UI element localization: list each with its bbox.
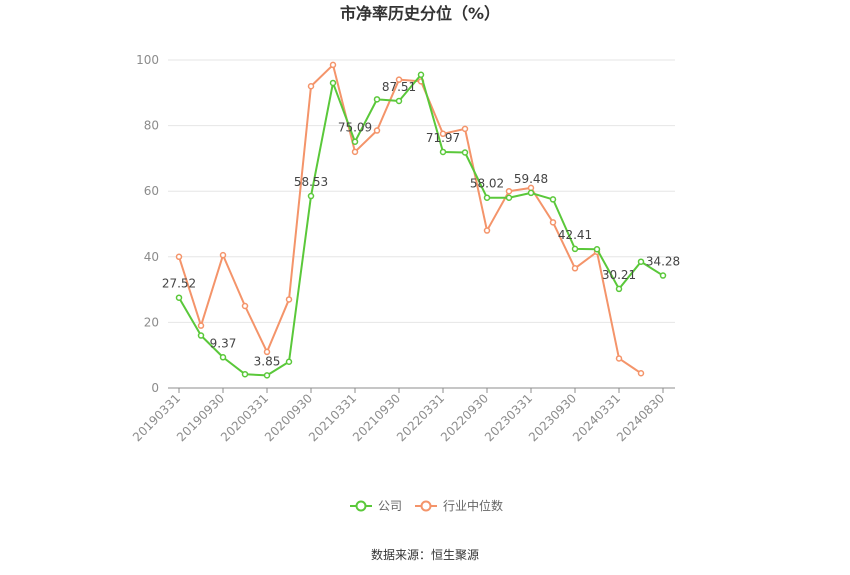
data-point[interactable] <box>659 272 667 279</box>
source-note: 数据来源：恒生聚源 <box>371 547 479 562</box>
data-point[interactable] <box>241 370 249 378</box>
data-point[interactable] <box>373 127 381 134</box>
data-label: 42.41 <box>558 228 592 242</box>
legend-marker-icon <box>355 500 367 512</box>
data-point[interactable] <box>593 246 601 253</box>
data-point[interactable] <box>329 61 337 69</box>
legend-item-industry-median[interactable]: 行业中位数 <box>415 498 503 513</box>
data-point[interactable] <box>219 354 227 361</box>
label-layer: 27.52 9.37 3.85 58.53 75.09 87.51 71.97 58.02 59… <box>162 80 680 368</box>
data-point[interactable] <box>175 253 183 261</box>
chart-title: 市净率历史分位（%） <box>340 4 500 23</box>
data-label: 87.51 <box>382 80 416 94</box>
data-point[interactable] <box>263 348 271 356</box>
data-label: 30.21 <box>602 268 636 282</box>
data-label: 58.02 <box>470 177 504 191</box>
data-point[interactable] <box>483 194 491 201</box>
data-label: 3.85 <box>254 354 281 368</box>
series-company <box>175 71 667 379</box>
data-point[interactable] <box>505 194 513 202</box>
series-line <box>178 63 642 375</box>
data-point[interactable] <box>549 196 557 203</box>
y-tick-label: 40 <box>144 250 159 264</box>
data-point[interactable] <box>483 227 491 234</box>
data-point[interactable] <box>461 149 469 156</box>
data-label: 27.52 <box>162 277 196 291</box>
data-point[interactable] <box>461 125 469 133</box>
data-label: 34.28 <box>646 255 680 269</box>
data-point[interactable] <box>285 296 293 303</box>
data-point[interactable] <box>571 245 579 253</box>
y-tick-label: 60 <box>144 184 159 198</box>
data-point[interactable] <box>549 219 557 226</box>
data-point[interactable] <box>351 148 359 156</box>
data-point[interactable] <box>439 148 447 156</box>
y-tick-label: 20 <box>144 315 159 329</box>
data-label: 75.09 <box>338 121 372 135</box>
data-point[interactable] <box>351 138 359 145</box>
data-point[interactable] <box>373 96 381 103</box>
data-label: 71.97 <box>426 131 460 145</box>
data-point[interactable] <box>527 189 535 197</box>
series-layer <box>175 61 667 379</box>
legend-item-company[interactable]: 公司 <box>350 499 402 513</box>
legend[interactable]: 公司 行业中位数 <box>350 498 503 513</box>
x-tick-label: 20240830 <box>614 391 667 444</box>
data-point[interactable] <box>571 265 579 272</box>
y-tick-label: 0 <box>151 381 159 395</box>
data-point[interactable] <box>219 251 227 259</box>
data-point[interactable] <box>505 187 513 195</box>
data-point[interactable] <box>417 71 425 79</box>
data-point[interactable] <box>285 358 293 366</box>
data-point[interactable] <box>637 369 645 377</box>
data-point[interactable] <box>307 192 315 200</box>
y-tick-label: 100 <box>136 53 159 67</box>
data-point[interactable] <box>175 294 183 301</box>
data-point[interactable] <box>329 79 337 87</box>
legend-marker-icon <box>420 500 432 512</box>
data-point[interactable] <box>197 332 205 339</box>
data-label: 58.53 <box>294 175 328 189</box>
data-point[interactable] <box>637 258 645 265</box>
data-label: 9.37 <box>210 336 237 350</box>
data-point[interactable] <box>263 372 271 379</box>
data-point[interactable] <box>241 302 249 310</box>
legend-label: 公司 <box>378 499 402 513</box>
data-point[interactable] <box>307 82 315 90</box>
data-point[interactable] <box>439 130 447 138</box>
data-point[interactable] <box>395 76 403 83</box>
series-industry-median <box>175 61 645 377</box>
legend-label: 行业中位数 <box>443 498 503 513</box>
data-label: 59.48 <box>514 172 548 186</box>
data-point[interactable] <box>197 322 205 329</box>
grid-layer <box>168 59 675 323</box>
data-point[interactable] <box>615 355 623 362</box>
data-point[interactable] <box>395 97 403 105</box>
series-line <box>178 73 664 377</box>
data-point[interactable] <box>615 285 623 293</box>
y-tick-label: 80 <box>144 119 159 133</box>
